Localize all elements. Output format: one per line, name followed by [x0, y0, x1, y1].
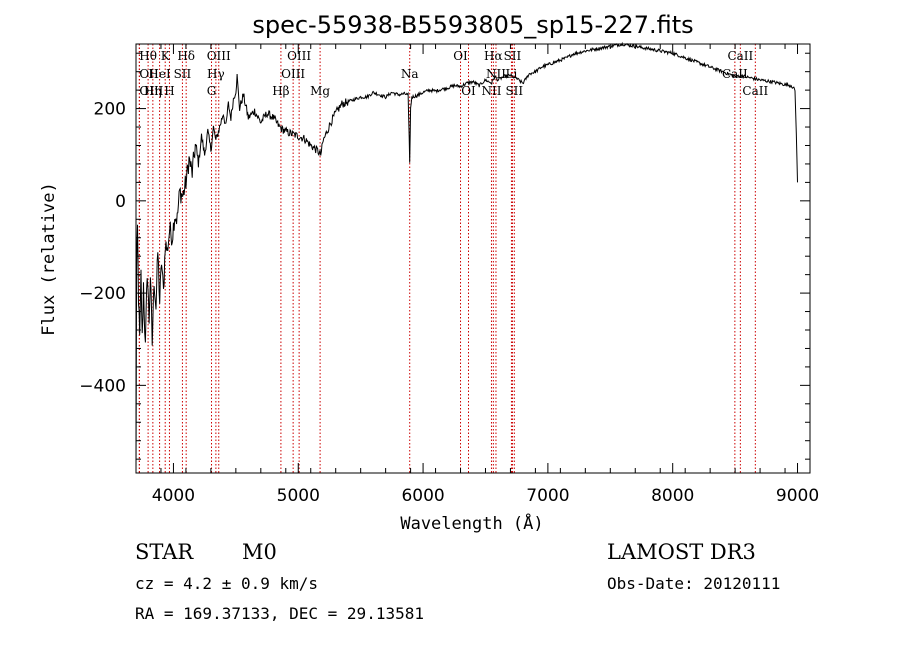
axis-ticks: 4000 5000 6000 7000 8000 9000 −400 −200 0 200 [79, 44, 819, 506]
spectral-line-label: Hα [484, 49, 503, 63]
spectral-line-markers [138, 44, 756, 473]
spectral-line-label: HeI [148, 67, 171, 81]
spectral-line-label: SII [174, 67, 192, 81]
plot-frame [135, 43, 811, 474]
spectral-line-label: Hδ [177, 49, 195, 63]
spectrum-line [135, 41, 798, 470]
spectral-line-label: OIII [287, 49, 311, 63]
y-axis-label: Flux (relative) [39, 182, 59, 336]
redshift-cz: cz = 4.2 ± 0.9 km/s [135, 574, 319, 593]
x-tick-label: 8000 [651, 486, 694, 506]
spectral-line-label: OIII [207, 49, 231, 63]
object-class: STAR [135, 540, 194, 564]
spectral-line-label: OIII [139, 84, 163, 98]
spectrum-series [135, 41, 798, 470]
spectral-line-label: NII [486, 67, 506, 81]
y-tick-label: 200 [94, 100, 126, 120]
spectral-line-label: G [207, 84, 217, 98]
spectral-line-label: CaII [727, 49, 753, 63]
coordinates: RA = 169.37133, DEC = 29.13581 [135, 604, 424, 623]
survey-name: LAMOST DR3 [607, 540, 756, 564]
spectral-line-label: OIII [281, 67, 305, 81]
x-axis-label: Wavelength (Å) [400, 512, 543, 534]
y-tick-label: −200 [79, 284, 126, 304]
spectral-line-label: Hθ [139, 49, 157, 63]
spectral-line-label: Hγ [207, 67, 225, 81]
object-subclass: M0 [242, 540, 277, 564]
spectral-line-label: SII [505, 84, 523, 98]
spectral-line-label: CaII [722, 67, 748, 81]
observation-date: Obs-Date: 20120111 [607, 574, 781, 593]
y-tick-label: 0 [115, 192, 126, 212]
chart-title: spec-55938-B5593805_sp15-227.fits [252, 11, 693, 39]
spectral-line-label: Li [506, 67, 518, 81]
spectral-line-label: H [164, 84, 174, 98]
x-tick-label: 7000 [526, 486, 569, 506]
spectral-line-label: CaII [742, 84, 768, 98]
spectral-line-label: Mg [310, 84, 330, 98]
spectral-line-label: OII [139, 67, 159, 81]
x-tick-label: 6000 [401, 486, 444, 506]
y-tick-label: −400 [79, 376, 126, 396]
spectral-line-label: Na [401, 67, 419, 81]
spectral-line-label: Hβ [272, 84, 289, 98]
x-tick-label: 4000 [152, 486, 195, 506]
x-tick-label: 9000 [776, 486, 819, 506]
spectral-line-label: Hη [144, 84, 162, 98]
spectral-line-label: OI [461, 84, 476, 98]
spectral-line-label: SII [504, 49, 522, 63]
spectral-line-label: OI [453, 49, 468, 63]
spectral-line-label: K [161, 49, 171, 63]
spectral-line-label: NII [481, 84, 501, 98]
x-tick-label: 5000 [277, 486, 320, 506]
